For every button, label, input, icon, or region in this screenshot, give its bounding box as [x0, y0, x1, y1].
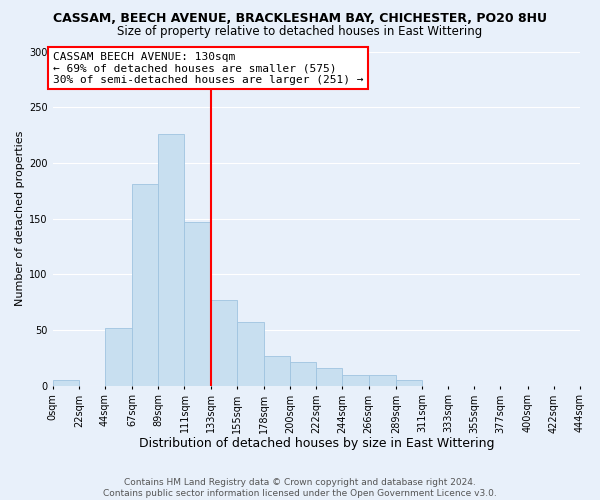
Text: CASSAM BEECH AVENUE: 130sqm
← 69% of detached houses are smaller (575)
30% of se: CASSAM BEECH AVENUE: 130sqm ← 69% of det… — [53, 52, 363, 84]
Bar — [211, 300, 237, 386]
Bar — [264, 356, 290, 386]
X-axis label: Distribution of detached houses by size in East Wittering: Distribution of detached houses by size … — [139, 437, 494, 450]
Bar — [316, 368, 343, 386]
Bar — [237, 322, 264, 386]
Bar — [158, 134, 184, 386]
Bar — [290, 362, 316, 386]
Bar — [396, 380, 422, 386]
Bar — [343, 374, 368, 386]
Y-axis label: Number of detached properties: Number of detached properties — [15, 131, 25, 306]
Text: CASSAM, BEECH AVENUE, BRACKLESHAM BAY, CHICHESTER, PO20 8HU: CASSAM, BEECH AVENUE, BRACKLESHAM BAY, C… — [53, 12, 547, 26]
Bar — [184, 222, 211, 386]
Bar — [368, 374, 396, 386]
Text: Contains HM Land Registry data © Crown copyright and database right 2024.
Contai: Contains HM Land Registry data © Crown c… — [103, 478, 497, 498]
Text: Size of property relative to detached houses in East Wittering: Size of property relative to detached ho… — [118, 25, 482, 38]
Bar — [53, 380, 79, 386]
Bar — [105, 328, 132, 386]
Bar — [132, 184, 158, 386]
